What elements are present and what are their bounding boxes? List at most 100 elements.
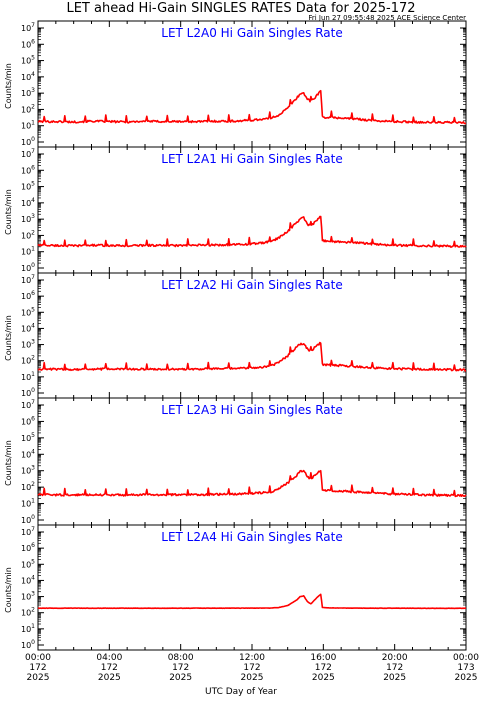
y-tick-exp: 5 [31, 432, 35, 439]
y-tick-base: 10 [21, 89, 31, 98]
y-tick-exp: 4 [31, 574, 35, 581]
y-tick-label: 106 [21, 164, 35, 175]
y-tick-exp: 7 [31, 399, 35, 406]
y-tick-base: 10 [21, 434, 31, 443]
y-tick-base: 10 [21, 73, 31, 82]
y-tick-base: 10 [21, 138, 31, 147]
y-tick-label: 101 [21, 623, 35, 634]
series-line [37, 215, 467, 248]
y-tick-label: 101 [21, 371, 35, 382]
y-tick-label: 104 [21, 71, 35, 82]
y-tick-exp: 3 [31, 591, 35, 598]
x-tick-time: 00:00 [453, 653, 479, 663]
y-tick-exp: 4 [31, 197, 35, 204]
y-tick-label: 100 [21, 514, 35, 525]
panel-title: LET L2A4 Hi Gain Singles Rate [161, 530, 342, 544]
y-tick-base: 10 [21, 625, 31, 634]
y-tick-exp: 5 [31, 306, 35, 313]
y-tick-label: 100 [21, 262, 35, 273]
y-axis-label: Counts/min [4, 567, 13, 613]
panel-frame [37, 397, 467, 526]
x-tick-year: 2025 [27, 673, 50, 683]
y-tick-base: 10 [21, 593, 31, 602]
y-tick-exp: 0 [31, 136, 35, 143]
y-tick-exp: 0 [31, 387, 35, 394]
panel-title: LET L2A0 Hi Gain Singles Rate [161, 26, 342, 40]
y-tick-label: 100 [21, 639, 35, 650]
y-tick-exp: 2 [31, 229, 35, 236]
y-tick-base: 10 [21, 373, 31, 382]
y-tick-exp: 1 [31, 623, 35, 630]
x-tick-time: 08:00 [168, 653, 194, 663]
y-tick-exp: 1 [31, 371, 35, 378]
y-tick-exp: 6 [31, 415, 35, 422]
y-tick-exp: 0 [31, 514, 35, 521]
y-tick-exp: 6 [31, 542, 35, 549]
y-tick-exp: 3 [31, 465, 35, 472]
y-tick-exp: 5 [31, 55, 35, 62]
x-axis-label: UTC Day of Year [205, 687, 277, 697]
y-tick-exp: 3 [31, 87, 35, 94]
y-tick-label: 102 [21, 229, 35, 240]
y-tick-label: 104 [21, 322, 35, 333]
y-tick-exp: 1 [31, 498, 35, 505]
series-line [37, 593, 466, 610]
y-tick-base: 10 [21, 450, 31, 459]
y-tick-base: 10 [21, 560, 31, 569]
x-tick-day: 172 [29, 663, 46, 673]
y-tick-label: 107 [21, 274, 35, 285]
panel-title: LET L2A3 Hi Gain Singles Rate [161, 403, 342, 417]
y-tick-label: 101 [21, 120, 35, 131]
y-tick-base: 10 [21, 389, 31, 398]
y-tick-exp: 5 [31, 558, 35, 565]
x-tick-year: 2025 [383, 673, 406, 683]
chart-title: LET ahead Hi-Gain SINGLES RATES Data for… [66, 1, 415, 16]
series-line [37, 341, 466, 372]
y-tick-exp: 2 [31, 607, 35, 614]
y-axis-label: Counts/min [4, 440, 13, 486]
y-tick-label: 103 [21, 213, 35, 224]
y-tick-label: 106 [21, 542, 35, 553]
y-tick-base: 10 [21, 199, 31, 208]
y-tick-label: 105 [21, 558, 35, 569]
y-tick-base: 10 [21, 417, 31, 426]
x-tick-day: 172 [386, 663, 403, 673]
y-tick-label: 103 [21, 87, 35, 98]
x-tick-labels: 00:00172202504:00172202508:00172202512:0… [25, 653, 479, 683]
y-tick-exp: 7 [31, 148, 35, 155]
y-tick-base: 10 [21, 308, 31, 317]
y-tick-label: 102 [21, 103, 35, 114]
y-tick-base: 10 [21, 105, 31, 114]
x-tick-year: 2025 [169, 673, 192, 683]
y-tick-base: 10 [21, 248, 31, 257]
y-axis-label: Counts/min [4, 315, 13, 361]
y-tick-label: 102 [21, 607, 35, 618]
x-tick-time: 20:00 [382, 653, 408, 663]
y-tick-base: 10 [21, 57, 31, 66]
y-tick-base: 10 [21, 183, 31, 192]
y-tick-base: 10 [21, 341, 31, 350]
y-axis-label: Counts/min [4, 63, 13, 109]
y-tick-label: 101 [21, 246, 35, 257]
y-tick-label: 106 [21, 38, 35, 49]
y-tick-exp: 2 [31, 355, 35, 362]
x-tick-time: 12:00 [239, 653, 265, 663]
y-tick-exp: 6 [31, 38, 35, 45]
x-tick-day: 172 [315, 663, 332, 673]
y-tick-base: 10 [21, 500, 31, 509]
y-tick-exp: 6 [31, 290, 35, 297]
x-tick-year: 2025 [98, 673, 121, 683]
y-tick-base: 10 [21, 576, 31, 585]
x-tick-day: 172 [172, 663, 189, 673]
x-tick-day: 172 [101, 663, 118, 673]
x-tick-day: 172 [243, 663, 260, 673]
y-tick-exp: 1 [31, 246, 35, 253]
y-tick-label: 105 [21, 55, 35, 66]
y-tick-label: 102 [21, 355, 35, 366]
